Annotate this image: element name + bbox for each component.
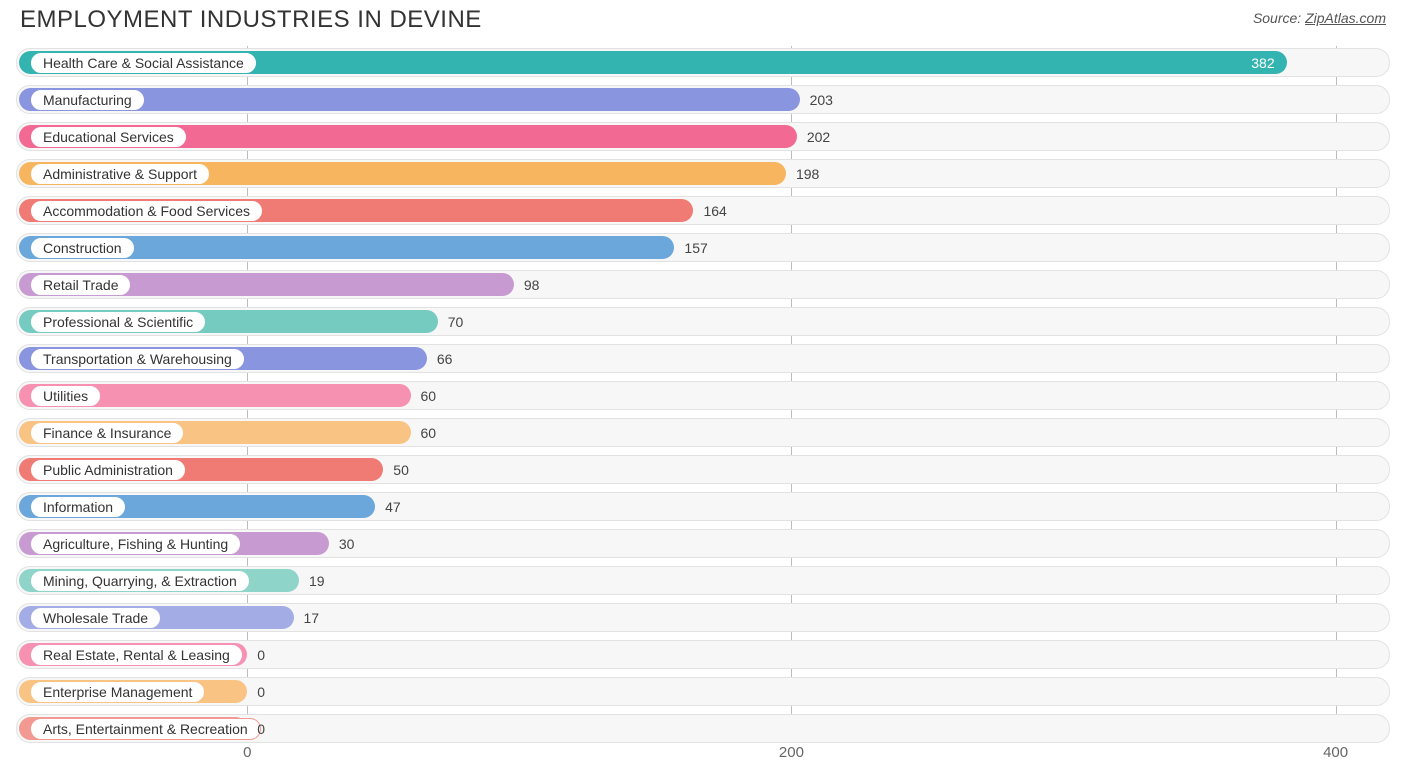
bar-value-label: 198 xyxy=(796,166,819,182)
bar-value-label: 66 xyxy=(437,351,453,367)
bar-row: Arts, Entertainment & Recreation0 xyxy=(16,712,1390,745)
bar-value-label: 0 xyxy=(257,647,265,663)
bar-label-pill: Enterprise Management xyxy=(30,681,205,703)
bar-label-pill: Retail Trade xyxy=(30,274,131,296)
bar-label-pill: Finance & Insurance xyxy=(30,422,184,444)
bar-row: Manufacturing 203 xyxy=(16,83,1390,116)
bar-label-pill: Educational Services xyxy=(30,126,187,148)
bar-value-label: 60 xyxy=(421,425,437,441)
bar-label-pill: Utilities xyxy=(30,385,101,407)
bar-label-pill: Real Estate, Rental & Leasing xyxy=(30,644,243,666)
bar-row: Health Care & Social Assistance 382 xyxy=(16,46,1390,79)
bar-label-pill: Public Administration xyxy=(30,459,186,481)
bar-label-pill: Wholesale Trade xyxy=(30,607,161,629)
bar-row: Professional & Scientific 70 xyxy=(16,305,1390,338)
x-tick-label: 400 xyxy=(1323,744,1348,761)
bar-label-pill: Administrative & Support xyxy=(30,163,210,185)
x-tick-label: 0 xyxy=(243,744,251,761)
source-attribution: Source: ZipAtlas.com xyxy=(1253,6,1386,26)
bar-value-label: 203 xyxy=(810,92,833,108)
bar-label-pill: Accommodation & Food Services xyxy=(30,200,263,222)
x-axis: 0 200 400 xyxy=(16,744,1390,768)
bar-row: Transportation & Warehousing 66 xyxy=(16,342,1390,375)
bar-value-label: 50 xyxy=(393,462,409,478)
bar-value-label: 60 xyxy=(421,388,437,404)
bar-row: Retail Trade 98 xyxy=(16,268,1390,301)
bar-row: Administrative & Support 198 xyxy=(16,157,1390,190)
bar-row: Mining, Quarrying, & Extraction 19 xyxy=(16,564,1390,597)
bar-value-label: 202 xyxy=(807,129,830,145)
bar-row: Accommodation & Food Services 164 xyxy=(16,194,1390,227)
bar-value-label: 19 xyxy=(309,573,325,589)
bar-value-label: 0 xyxy=(257,721,265,737)
bar-group: Health Care & Social Assistance 382 Manufa… xyxy=(16,46,1390,745)
bar-label-pill: Health Care & Social Assistance xyxy=(30,52,257,74)
bar-row: Public Administration 50 xyxy=(16,453,1390,486)
bar-row: Finance & Insurance 60 xyxy=(16,416,1390,449)
chart-plot-area: Health Care & Social Assistance 382 Manufa… xyxy=(16,46,1390,740)
bar-row: Information 47 xyxy=(16,490,1390,523)
bar-label-pill: Agriculture, Fishing & Hunting xyxy=(30,533,241,555)
header: EMPLOYMENT INDUSTRIES IN DEVINE Source: … xyxy=(0,0,1406,34)
chart-title: EMPLOYMENT INDUSTRIES IN DEVINE xyxy=(20,6,482,34)
source-link[interactable]: ZipAtlas.com xyxy=(1305,10,1386,26)
bar-value-label: 164 xyxy=(703,203,726,219)
bar-label-pill: Transportation & Warehousing xyxy=(30,348,245,370)
bar-row: Agriculture, Fishing & Hunting 30 xyxy=(16,527,1390,560)
bar-row: Wholesale Trade 17 xyxy=(16,601,1390,634)
bar-value-label: 70 xyxy=(448,314,464,330)
x-tick-label: 200 xyxy=(779,744,804,761)
source-prefix: Source: xyxy=(1253,10,1305,26)
bar-row: Educational Services 202 xyxy=(16,120,1390,153)
bar-label-pill: Mining, Quarrying, & Extraction xyxy=(30,570,250,592)
bar-label-pill: Professional & Scientific xyxy=(30,311,206,333)
bar-row: Real Estate, Rental & Leasing 0 xyxy=(16,638,1390,671)
bar-label-pill: Manufacturing xyxy=(30,89,145,111)
bar-value-label: 382 xyxy=(1251,55,1274,71)
bar-label-pill: Arts, Entertainment & Recreation xyxy=(30,718,261,740)
bar-row: Enterprise Management 0 xyxy=(16,675,1390,708)
bar-row: Construction 157 xyxy=(16,231,1390,264)
bar-value-label: 157 xyxy=(684,240,707,256)
bar-value-label: 0 xyxy=(257,684,265,700)
bar-row: Utilities 60 xyxy=(16,379,1390,412)
bar-value-label: 17 xyxy=(304,610,320,626)
bar-value-label: 47 xyxy=(385,499,401,515)
bar-value-label: 30 xyxy=(339,536,355,552)
bar-label-pill: Construction xyxy=(30,237,135,259)
bar-label-pill: Information xyxy=(30,496,126,518)
bar-value-label: 98 xyxy=(524,277,540,293)
